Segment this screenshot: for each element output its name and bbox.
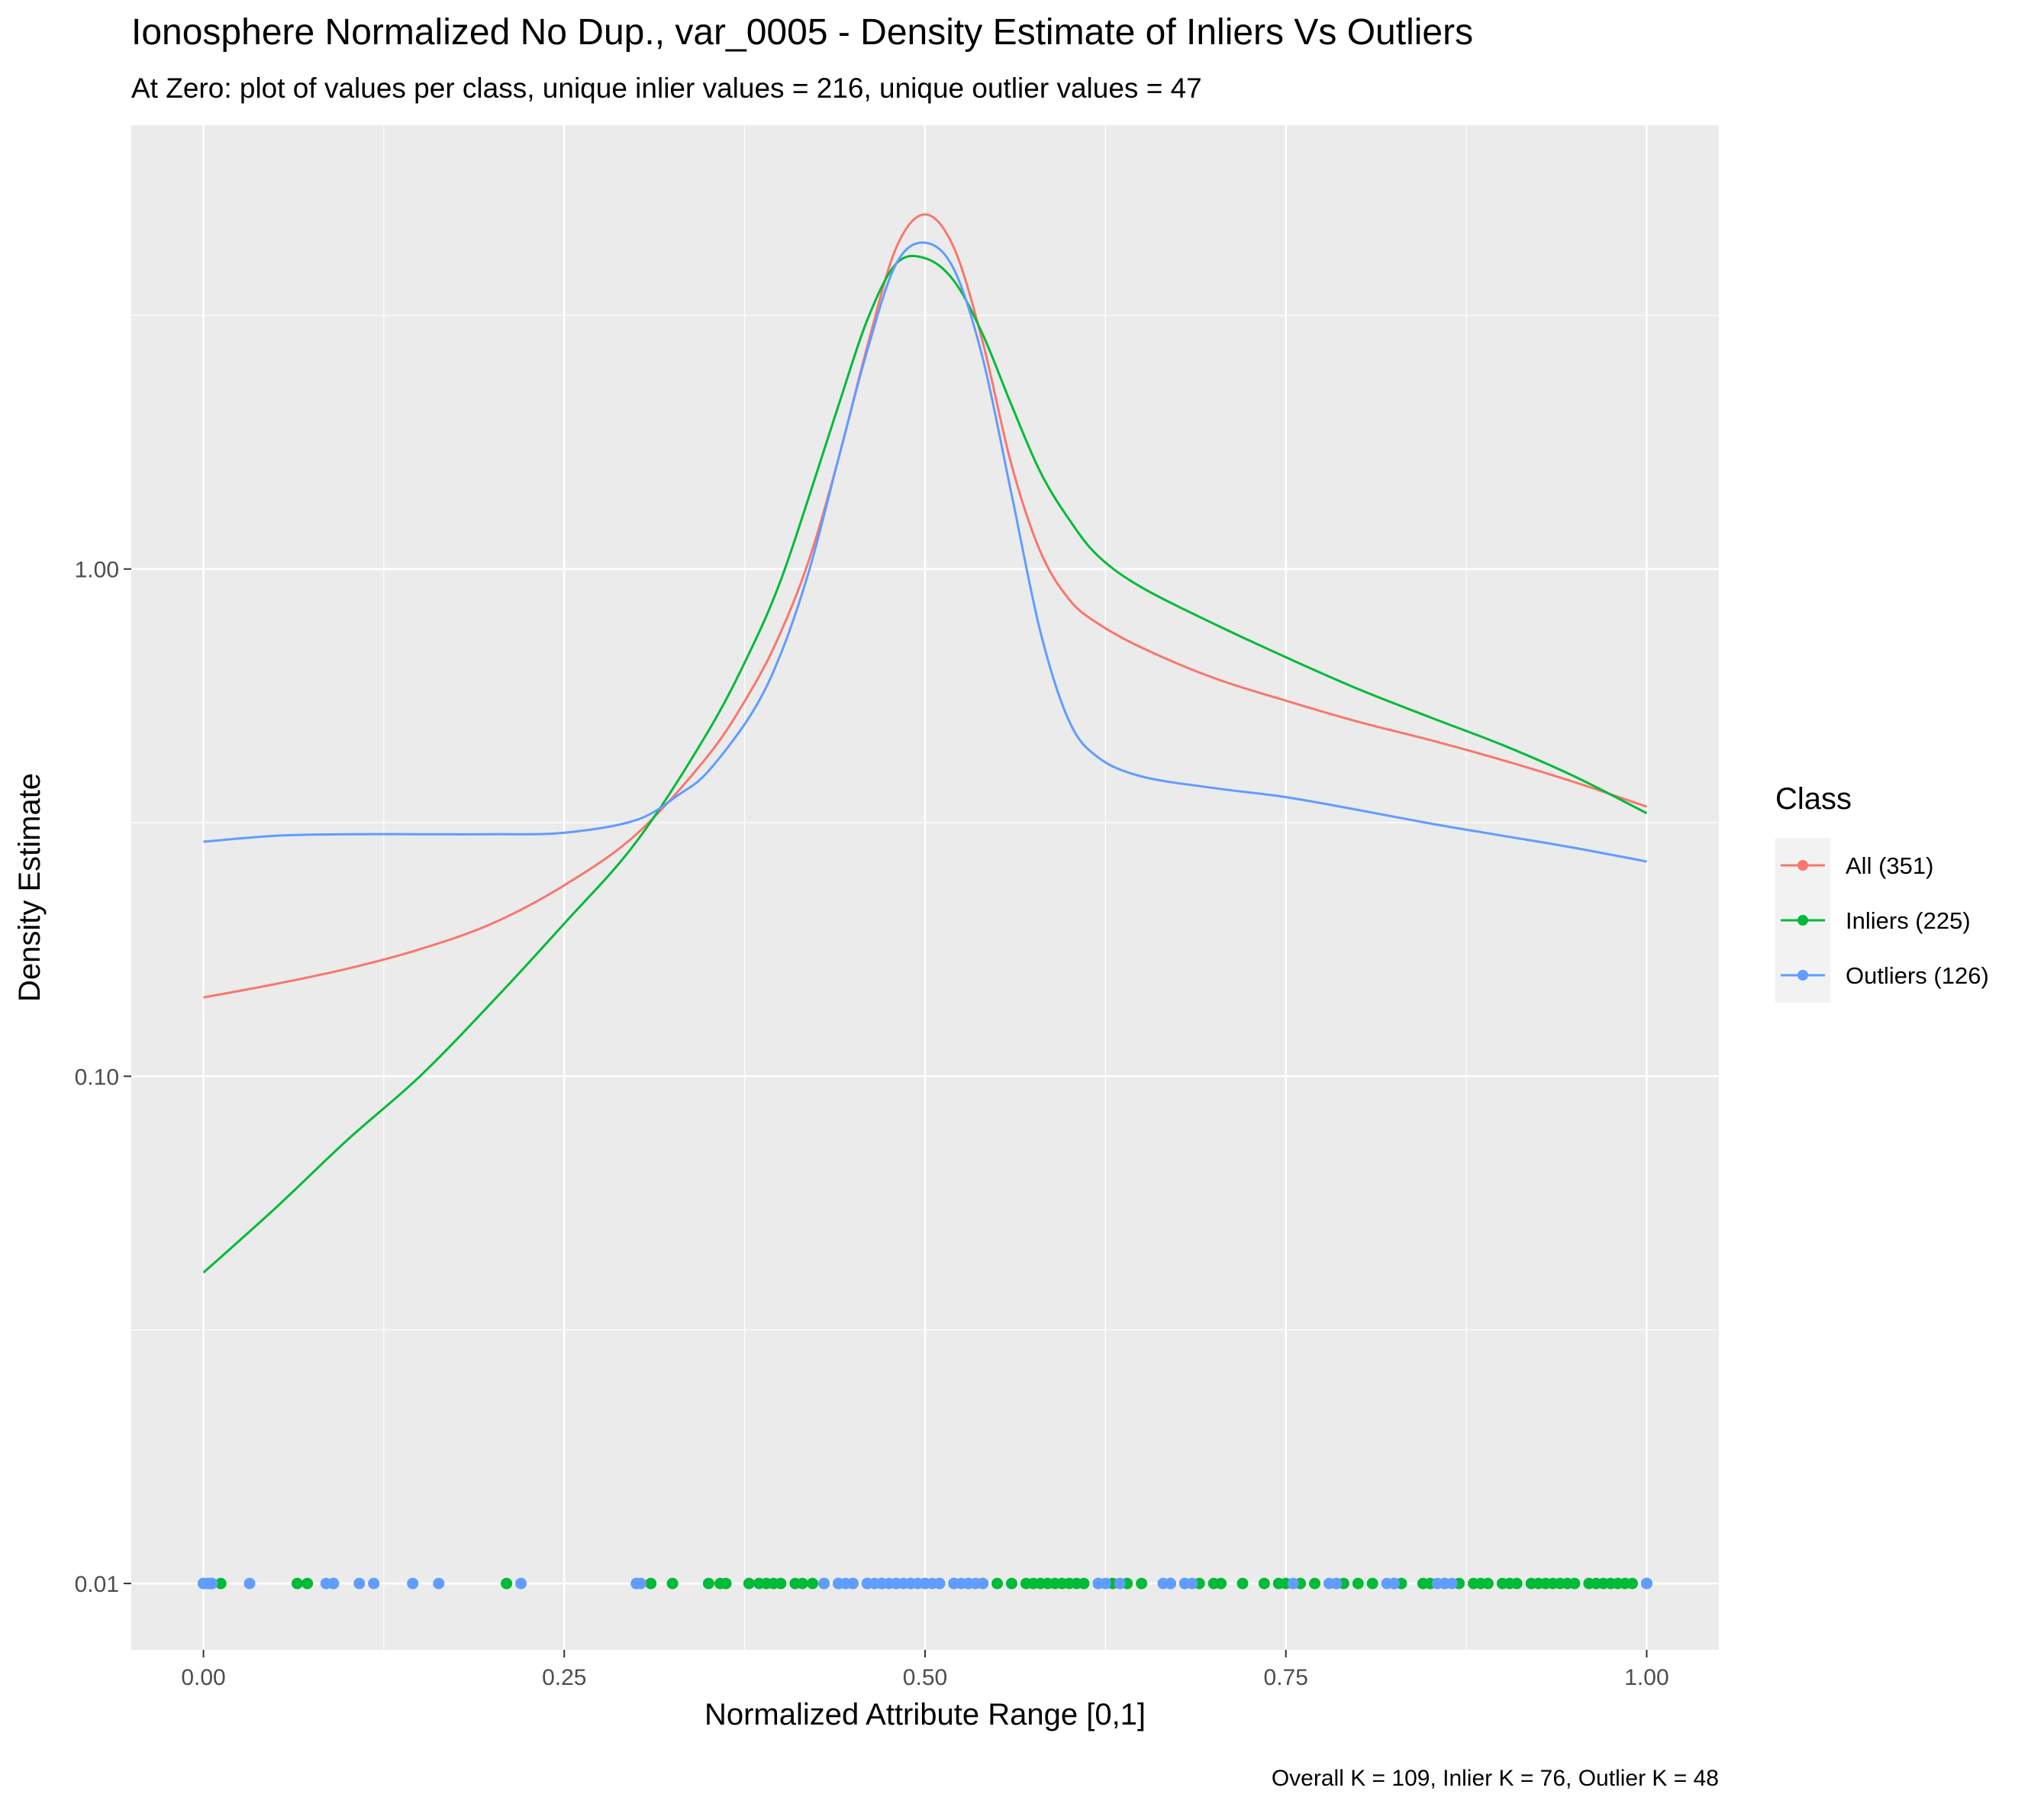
inlier-rug-point <box>1215 1577 1227 1590</box>
inlier-rug-point <box>291 1577 303 1590</box>
outlier-rug-point <box>846 1577 859 1590</box>
outlier-rug-point <box>327 1577 340 1590</box>
outlier-rug-point <box>433 1577 445 1590</box>
outlier-rug-point <box>634 1577 646 1590</box>
outlier-rug-point <box>1164 1577 1176 1590</box>
inlier-rug-point <box>1078 1577 1090 1590</box>
inlier-rug-point <box>214 1577 227 1590</box>
outlier-rug-point <box>1640 1577 1652 1590</box>
legend-key-all-point <box>1797 860 1808 871</box>
outlier-rug-point <box>353 1577 366 1590</box>
inlier-rug-point <box>1258 1577 1270 1590</box>
grid-lines <box>131 125 1719 1650</box>
inlier-rug-point <box>807 1577 819 1590</box>
inlier-rug-point <box>1481 1577 1494 1590</box>
inlier-rug-point <box>1005 1577 1017 1590</box>
inlier-rug-point <box>796 1577 808 1590</box>
inlier-rug-point <box>1366 1577 1378 1590</box>
x-tick-label: 1.00 <box>1624 1665 1668 1690</box>
outlier-rug-point <box>1446 1577 1458 1590</box>
outlier-rug-point <box>1099 1577 1111 1590</box>
legend-title: Class <box>1775 782 1852 816</box>
inlier-rug-point <box>702 1577 714 1590</box>
chart-caption: Overall K = 109, Inlier K = 76, Outlier … <box>1272 1766 1719 1791</box>
outliers-density-line <box>203 241 1647 863</box>
outlier-rug-point <box>818 1577 830 1590</box>
inlier-rug-point <box>1136 1577 1148 1590</box>
all-density-line <box>203 213 1647 999</box>
x-axis-label: Normalized Attribute Range [0,1] <box>704 1698 1146 1731</box>
y-tick-label: 0.10 <box>75 1065 119 1090</box>
x-tick-label: 0.00 <box>181 1665 225 1690</box>
inlier-rug-point <box>743 1577 755 1590</box>
inlier-rug-point <box>501 1577 513 1590</box>
rug-points <box>198 1577 1652 1590</box>
outlier-rug-point <box>1287 1577 1299 1590</box>
legend-label: Inliers (225) <box>1846 907 1971 934</box>
outlier-rug-point <box>368 1577 380 1590</box>
outlier-rug-point <box>515 1577 527 1590</box>
outlier-rug-point <box>1186 1577 1198 1590</box>
legend-label: Outliers (126) <box>1846 962 1989 989</box>
axes: 0.00 0.25 0.50 0.75 1.00 0.01 0.10 1.00 <box>75 558 1669 1690</box>
chart-title: Ionosphere Normalized No Dup., var_0005 … <box>131 12 1473 53</box>
inlier-rug-point <box>1510 1577 1523 1590</box>
outlier-rug-point <box>407 1577 419 1590</box>
outlier-rug-point <box>1388 1577 1401 1590</box>
inlier-rug-point <box>301 1577 314 1590</box>
inlier-rug-point <box>666 1577 679 1590</box>
outlier-rug-point <box>977 1577 989 1590</box>
legend-key-inliers-point <box>1797 915 1808 926</box>
density-lines <box>202 213 1648 1274</box>
x-tick-label: 0.25 <box>542 1665 586 1690</box>
x-tick-label: 0.50 <box>903 1665 947 1690</box>
legend-key-outliers-point <box>1797 970 1808 981</box>
inlier-rug-point <box>775 1577 787 1590</box>
inlier-rug-point <box>1309 1577 1321 1590</box>
inlier-rug-point <box>1236 1577 1249 1590</box>
y-tick-label: 1.00 <box>75 558 119 583</box>
inlier-rug-point <box>720 1577 732 1590</box>
y-tick-label: 0.01 <box>75 1572 119 1597</box>
outlier-rug-point <box>1330 1577 1343 1590</box>
outlier-rug-point <box>243 1577 256 1590</box>
inlier-rug-point <box>991 1577 1004 1590</box>
chart-subtitle: At Zero: plot of values per class, uniqu… <box>131 72 1202 104</box>
inlier-rug-point <box>1568 1577 1581 1590</box>
x-tick-label: 0.75 <box>1264 1665 1308 1690</box>
legend: Class All (351) Inliers (225) Outliers (12… <box>1775 782 1989 1003</box>
outlier-rug-point <box>206 1577 218 1590</box>
outlier-rug-point <box>1114 1577 1126 1590</box>
legend-label: All (351) <box>1846 852 1933 879</box>
y-axis-label: Density Estimate <box>13 773 47 1002</box>
inlier-rug-point <box>1352 1577 1364 1590</box>
inlier-rug-point <box>1626 1577 1639 1590</box>
inlier-rug-point <box>645 1577 657 1590</box>
outlier-rug-point <box>933 1577 946 1590</box>
